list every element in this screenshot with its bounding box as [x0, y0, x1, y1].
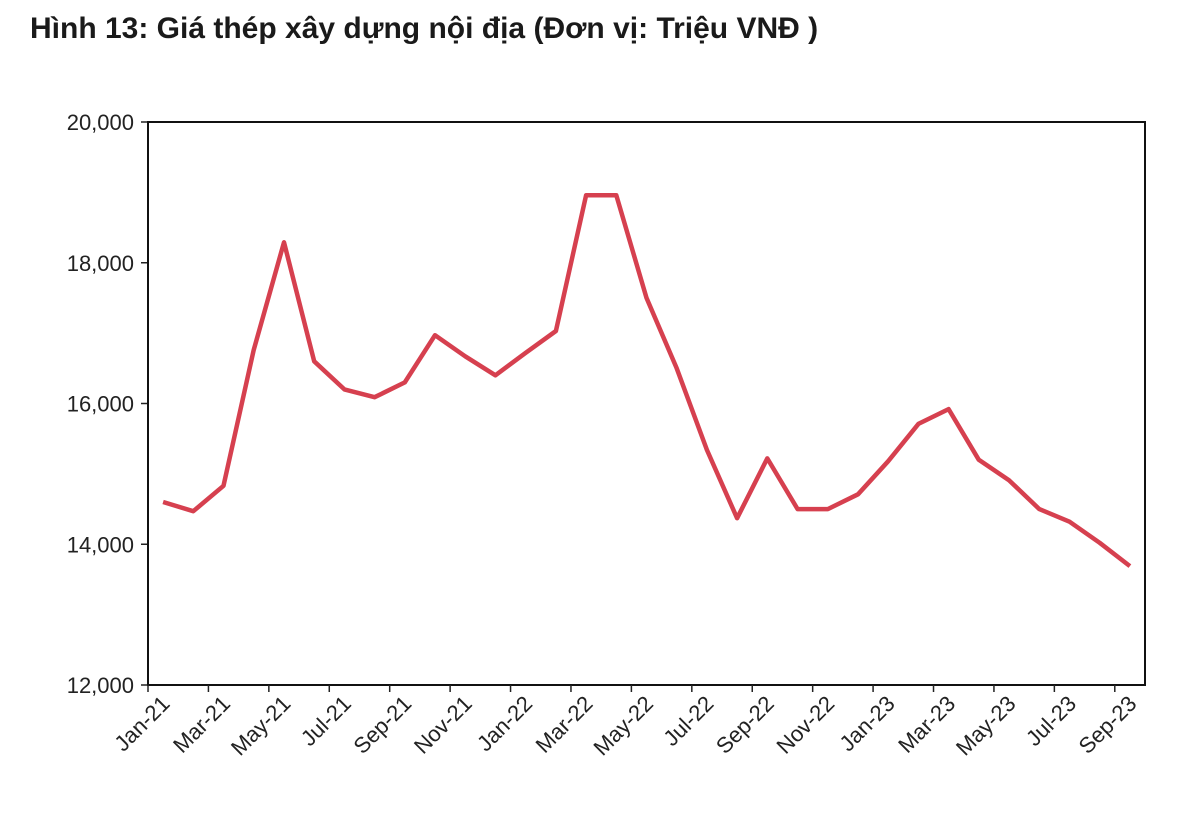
x-tick-label: Jan-21 — [109, 691, 174, 756]
x-tick-label: Sep-21 — [348, 691, 416, 759]
y-tick-label: 20,000 — [67, 110, 134, 135]
y-tick-label: 16,000 — [67, 392, 134, 417]
y-tick-label: 14,000 — [67, 532, 134, 557]
plot-frame — [147, 121, 1146, 686]
x-tick-label: Jul-23 — [1021, 691, 1081, 751]
x-tick-label: Jul-22 — [658, 691, 718, 751]
x-tick-label: Sep-23 — [1074, 691, 1142, 759]
x-tick-label: Mar-21 — [168, 691, 235, 758]
y-tick-label: 18,000 — [67, 251, 134, 276]
x-tick-label: May-21 — [226, 691, 296, 761]
x-tick-label: Jan-23 — [834, 691, 899, 756]
x-tick-label: May-23 — [951, 691, 1021, 761]
x-tick-label: May-22 — [588, 691, 658, 761]
x-tick-label: Nov-21 — [409, 691, 477, 759]
chart-title: Hình 13: Giá thép xây dựng nội địa (Đơn … — [30, 12, 818, 45]
x-tick-label: Mar-22 — [531, 691, 598, 758]
x-tick-label: Sep-22 — [711, 691, 779, 759]
x-tick-label: Jul-21 — [296, 691, 356, 751]
y-tick-label: 12,000 — [67, 673, 134, 698]
x-tick-label: Nov-22 — [771, 691, 839, 759]
line-series — [162, 192, 1132, 568]
x-tick-label: Mar-23 — [893, 691, 960, 758]
x-tick-label: Jan-22 — [472, 691, 537, 756]
